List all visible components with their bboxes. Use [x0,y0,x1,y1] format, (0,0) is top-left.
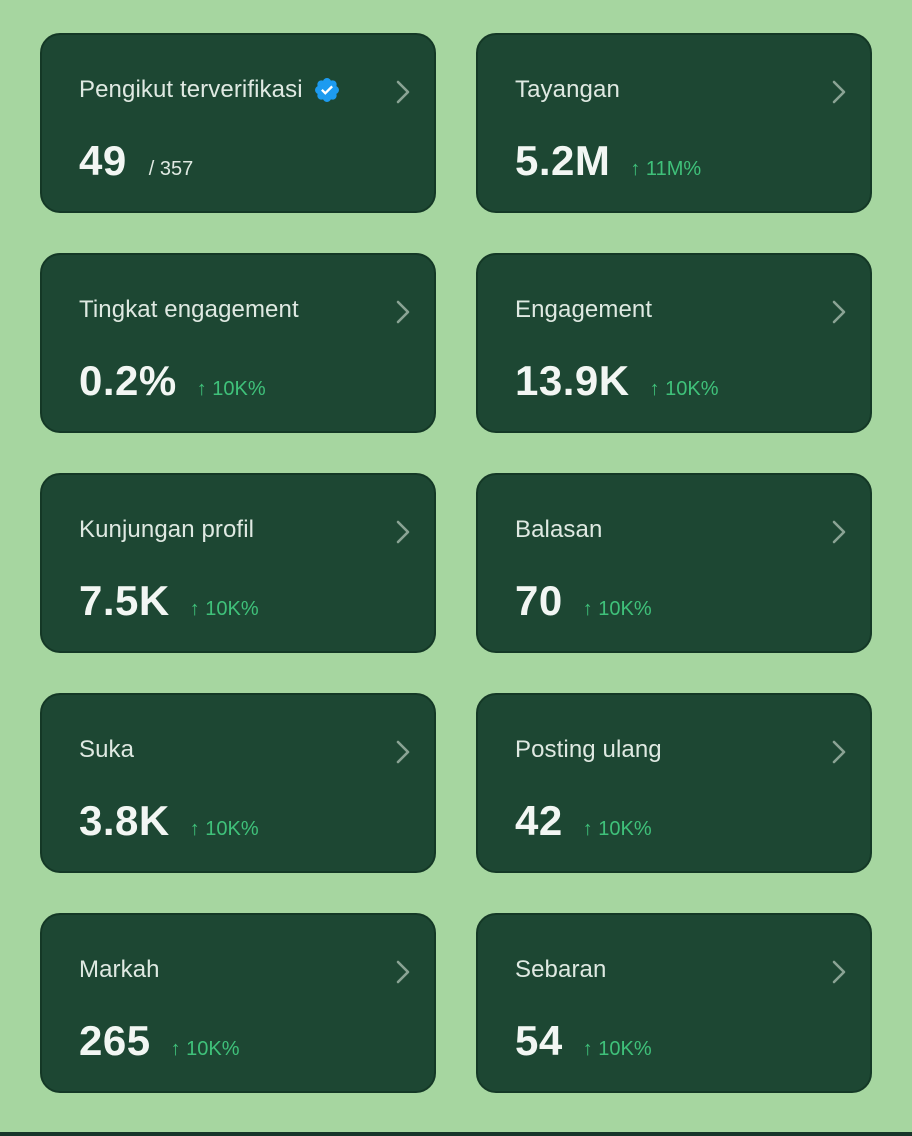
card-title: Kunjungan profil [79,516,254,544]
metric-value: 0.2% [79,357,177,404]
metric-value: 70 [515,577,563,624]
card-title-label: Sebaran [515,956,607,983]
card-title: Pengikut terverifikasi [79,76,341,104]
card-title: Tayangan [515,76,620,104]
card-title-label: Tayangan [515,76,620,103]
card-title: Markah [79,956,160,984]
metrics-grid: Pengikut terverifikasi 49 / 357 Tayangan… [40,33,872,1093]
card-title-label: Tingkat engagement [79,296,299,323]
card-bookmarks[interactable]: Markah 265 ↑ 10K% [40,913,436,1093]
metric-value: 3.8K [79,797,170,844]
metric-total: / 357 [148,158,194,180]
bottom-divider [0,1132,912,1136]
metric-value-row: 49 / 357 [79,137,193,185]
metric-value: 7.5K [79,577,170,624]
chevron-right-icon [396,520,410,544]
chevron-right-icon [832,960,846,984]
card-engagement-rate[interactable]: Tingkat engagement 0.2% ↑ 10K% [40,253,436,433]
chevron-right-icon [832,300,846,324]
card-title: Suka [79,736,134,764]
metric-value-row: 7.5K ↑ 10K% [79,577,259,625]
card-title-label: Suka [79,736,135,763]
chevron-right-icon [396,740,410,764]
card-profile-visits[interactable]: Kunjungan profil 7.5K ↑ 10K% [40,473,436,653]
card-title: Engagement [515,296,652,324]
card-title-label: Engagement [515,296,653,323]
metric-change: ↑ 10K% [189,818,259,840]
chevron-right-icon [396,80,410,104]
metric-change: ↑ 10K% [189,598,259,620]
card-verified-followers[interactable]: Pengikut terverifikasi 49 / 357 [40,33,436,213]
chevron-right-icon [832,520,846,544]
chevron-right-icon [396,300,410,324]
card-impressions[interactable]: Tayangan 5.2M ↑ 11M% [476,33,872,213]
metric-value: 5.2M [515,137,611,184]
chevron-right-icon [832,80,846,104]
metric-change: ↑ 10K% [170,1038,240,1060]
metric-change: ↑ 10K% [196,378,266,400]
metric-value: 13.9K [515,357,630,404]
card-shares[interactable]: Sebaran 54 ↑ 10K% [476,913,872,1093]
metric-change: ↑ 10K% [649,378,719,400]
card-likes[interactable]: Suka 3.8K ↑ 10K% [40,693,436,873]
metric-change: ↑ 11M% [630,158,702,180]
card-title-label: Pengikut terverifikasi [79,76,303,103]
chevron-right-icon [832,740,846,764]
verified-badge-icon [314,78,339,102]
metric-value: 49 [79,137,127,184]
metric-change: ↑ 10K% [582,818,652,840]
card-engagements[interactable]: Engagement 13.9K ↑ 10K% [476,253,872,433]
card-title-label: Kunjungan profil [79,516,255,543]
metric-value-row: 3.8K ↑ 10K% [79,797,259,845]
card-title-label: Markah [79,956,160,983]
metric-value-row: 5.2M ↑ 11M% [515,137,701,185]
card-title: Tingkat engagement [79,296,299,324]
metric-change: ↑ 10K% [582,598,652,620]
metric-value: 42 [515,797,563,844]
card-title: Balasan [515,516,602,544]
metric-change: ↑ 10K% [582,1038,652,1060]
card-title: Sebaran [515,956,606,984]
metric-value-row: 265 ↑ 10K% [79,1017,240,1065]
metric-value-row: 13.9K ↑ 10K% [515,357,719,405]
metric-value-row: 54 ↑ 10K% [515,1017,652,1065]
metric-value-row: 42 ↑ 10K% [515,797,652,845]
metric-value-row: 70 ↑ 10K% [515,577,652,625]
metric-value: 54 [515,1017,563,1064]
card-title-label: Posting ulang [515,736,662,763]
metric-value: 265 [79,1017,151,1064]
card-title: Posting ulang [515,736,662,764]
metric-value-row: 0.2% ↑ 10K% [79,357,266,405]
card-title-label: Balasan [515,516,603,543]
chevron-right-icon [396,960,410,984]
card-replies[interactable]: Balasan 70 ↑ 10K% [476,473,872,653]
card-reposts[interactable]: Posting ulang 42 ↑ 10K% [476,693,872,873]
